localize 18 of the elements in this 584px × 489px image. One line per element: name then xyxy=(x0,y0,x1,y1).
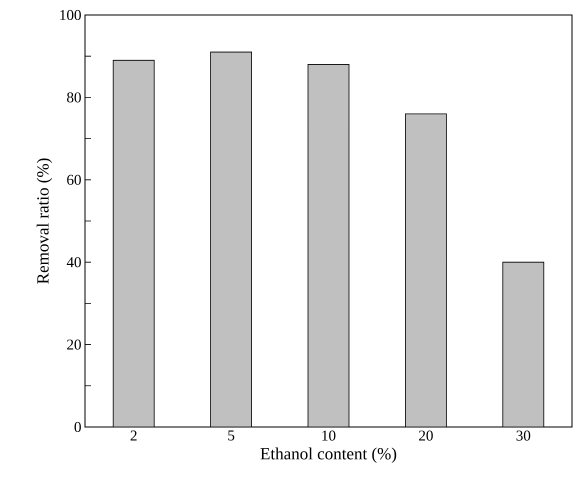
y-tick-label: 100 xyxy=(60,10,81,20)
x-tick-label: 20 xyxy=(419,430,433,441)
bar xyxy=(405,113,447,427)
bar xyxy=(210,52,252,427)
x-tick-label: 5 xyxy=(228,430,234,440)
y-tick-label: 40 xyxy=(66,257,81,268)
bar xyxy=(112,60,155,427)
y-tick-label: 60 xyxy=(67,174,81,185)
bar xyxy=(308,64,350,427)
y-tick-label: 0 xyxy=(74,422,81,432)
y-axis-title: Removal ratio (%) xyxy=(36,158,52,284)
y-tick-label: 80 xyxy=(67,92,81,102)
x-tick-label: 30 xyxy=(516,430,530,441)
x-tick-label: 10 xyxy=(322,430,336,441)
x-tick-label: 2 xyxy=(130,430,137,440)
x-axis-title: Ethanol content (%) xyxy=(260,448,396,463)
y-tick-label: 20 xyxy=(67,340,81,350)
bar xyxy=(502,262,544,427)
